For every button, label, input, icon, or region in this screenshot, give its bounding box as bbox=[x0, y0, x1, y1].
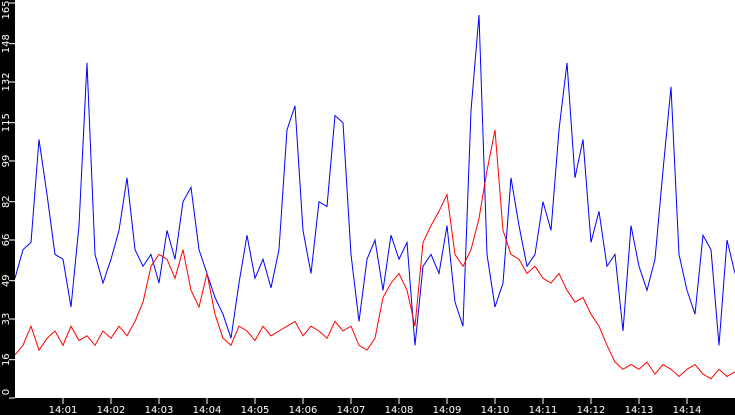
x-tick-label: 14:09 bbox=[433, 405, 462, 415]
y-tick-label: 66 bbox=[1, 234, 12, 247]
plot-area bbox=[15, 0, 735, 398]
x-tick-label: 14:14 bbox=[673, 405, 702, 415]
x-tick-label: 14:13 bbox=[625, 405, 654, 415]
y-tick-label: 148 bbox=[1, 34, 12, 53]
x-tick-label: 14:01 bbox=[49, 405, 78, 415]
y-tick-label: 165 bbox=[1, 0, 12, 19]
x-tick-label: 14:04 bbox=[193, 405, 222, 415]
x-tick-label: 14:10 bbox=[481, 405, 510, 415]
x-tick-label: 14:07 bbox=[337, 405, 366, 415]
series-line-1 bbox=[14, 129, 735, 380]
series-line-0 bbox=[14, 14, 735, 346]
y-tick-label: 82 bbox=[1, 195, 12, 208]
y-tick-label: 33 bbox=[1, 313, 12, 326]
y-axis: 0 16 33 49 66 82 99 115 132 148 165 bbox=[1, 0, 15, 399]
y-tick-label: 115 bbox=[1, 113, 12, 132]
y-tick-label: 132 bbox=[1, 72, 12, 91]
y-tick-label: 16 bbox=[1, 353, 12, 366]
x-tick-label: 14:11 bbox=[529, 405, 558, 415]
x-tick-label: 14:06 bbox=[289, 405, 318, 415]
y-tick-label: 49 bbox=[1, 274, 12, 287]
x-axis: 14:01 14:02 14:03 14:04 14:05 14:06 14:07 14:08… bbox=[49, 398, 702, 415]
x-tick-label: 14:12 bbox=[577, 405, 606, 415]
y-tick-label: 99 bbox=[1, 155, 12, 168]
x-tick-label: 14:02 bbox=[97, 405, 126, 415]
x-tick-label: 14:05 bbox=[241, 405, 270, 415]
y-tick-label: 0 bbox=[1, 389, 12, 395]
x-tick-label: 14:08 bbox=[385, 405, 414, 415]
x-tick-label: 14:03 bbox=[145, 405, 174, 415]
series-group bbox=[14, 14, 735, 380]
